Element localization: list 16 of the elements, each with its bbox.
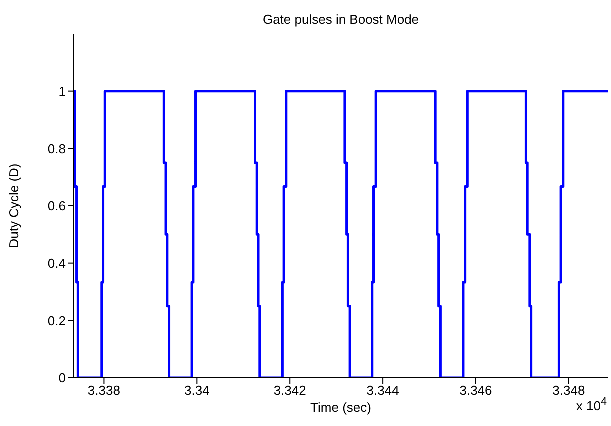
x-tick-label: 3.338 (88, 383, 120, 398)
text: x 10$^{4}$ (576, 396, 607, 414)
y-tick-label: 0 (58, 370, 66, 386)
x-tick-label: 3.342 (274, 383, 306, 398)
y-axis-title: Duty Cycle (D) (6, 164, 22, 248)
chart-title: Gate pulses in Boost Mode (262, 12, 420, 27)
x-axis-title: Time (sec) (310, 400, 372, 415)
x-tick-label: 3.344 (366, 383, 400, 398)
y-tick-label: 0.2 (48, 313, 66, 328)
y-tick-label: 1 (58, 84, 66, 99)
x-tick-label: 3.346 (460, 383, 492, 398)
y-tick-label: 0.4 (48, 256, 66, 271)
y-tick-label: 0.8 (48, 141, 66, 156)
y-tick-label: 0.6 (48, 198, 66, 214)
x-tick-label: 3.34 (184, 383, 210, 398)
x-tick-label: 3.348 (552, 383, 586, 398)
